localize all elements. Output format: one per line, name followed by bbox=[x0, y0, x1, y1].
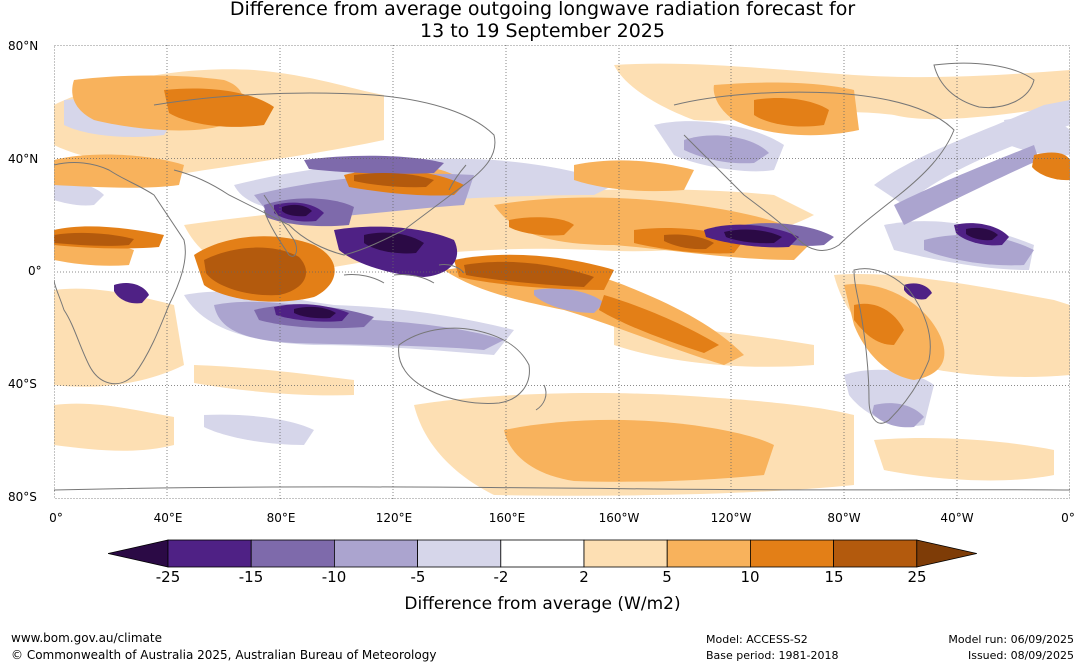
map-title-line-1: Difference from average outgoing longwav… bbox=[229, 0, 856, 20]
colorbar-tick-5: 5 bbox=[662, 568, 672, 586]
footer-model-run: Model run: 06/09/2025 bbox=[948, 633, 1074, 646]
colorbar-arrow-left bbox=[108, 539, 169, 568]
lon-label-120w: 120°W bbox=[710, 511, 752, 525]
colorbar-bin-5_10 bbox=[666, 539, 751, 568]
lat-label-80n: 80°N bbox=[8, 39, 39, 53]
colorbar-bin--25_-15 bbox=[167, 539, 252, 568]
colorbar-tick-2: 2 bbox=[579, 568, 589, 586]
colorbar-arrow-right bbox=[916, 539, 977, 568]
map-frame bbox=[54, 45, 1070, 499]
lon-label-80w: 80°W bbox=[827, 511, 861, 525]
lat-label-40n: 40°N bbox=[8, 152, 39, 166]
map-title-line-2: 13 to 19 September 2025 bbox=[420, 20, 665, 42]
colorbar-bin-10_15 bbox=[750, 539, 835, 568]
lat-label-40s: 40°S bbox=[8, 377, 37, 391]
colorbar-tick-minus-15: -15 bbox=[238, 568, 264, 586]
graticule bbox=[54, 45, 1070, 499]
colorbar-tick-minus-2: -2 bbox=[493, 568, 509, 586]
footer-base-period: Base period: 1981-2018 bbox=[706, 649, 839, 662]
colorbar-tick-minus-10: -10 bbox=[321, 568, 347, 586]
colorbar-tick-10: 10 bbox=[740, 568, 760, 586]
lon-label-160e: 160°E bbox=[488, 511, 526, 525]
colorbar-bin--15_-10 bbox=[250, 539, 335, 568]
lon-label-120e: 120°E bbox=[375, 511, 413, 525]
colorbar-bin-2_5 bbox=[583, 539, 668, 568]
colorbar bbox=[108, 539, 977, 568]
colorbar-tick-minus-25: -25 bbox=[155, 568, 181, 586]
lon-label-40w: 40°W bbox=[940, 511, 974, 525]
lat-label-equator: 0° bbox=[28, 264, 42, 278]
colorbar-bin--5_-2 bbox=[417, 539, 502, 568]
footer-copyright: © Commonwealth of Australia 2025, Austra… bbox=[11, 648, 437, 662]
anomaly-below-minus-25-regions bbox=[282, 204, 998, 319]
colorbar-tick-25: 25 bbox=[907, 568, 927, 586]
lat-label-80s: 80°S bbox=[8, 490, 37, 504]
lon-label-0: 0° bbox=[49, 511, 63, 525]
footer-issued: Issued: 08/09/2025 bbox=[967, 649, 1074, 662]
colorbar-bin--2_2 bbox=[500, 539, 585, 568]
colorbar-bin-15_25 bbox=[833, 539, 918, 568]
colorbar-tick-15: 15 bbox=[824, 568, 844, 586]
colorbar-tick-minus-5: -5 bbox=[410, 568, 426, 586]
coastlines bbox=[54, 62, 1070, 491]
footer-model: Model: ACCESS-S2 bbox=[706, 633, 808, 646]
colorbar-bin--10_-5 bbox=[333, 539, 418, 568]
lon-label-0-east: 0° bbox=[1061, 511, 1075, 525]
footer-url: www.bom.gov.au/climate bbox=[11, 631, 162, 645]
colorbar-title: Difference from average (W/m2) bbox=[404, 594, 681, 614]
lon-label-40e: 40°E bbox=[153, 511, 183, 525]
anomaly-15-25-regions bbox=[54, 172, 714, 296]
lon-label-80e: 80°E bbox=[266, 511, 296, 525]
olr-anomaly-map bbox=[54, 45, 1070, 499]
lon-label-160w: 160°W bbox=[598, 511, 640, 525]
